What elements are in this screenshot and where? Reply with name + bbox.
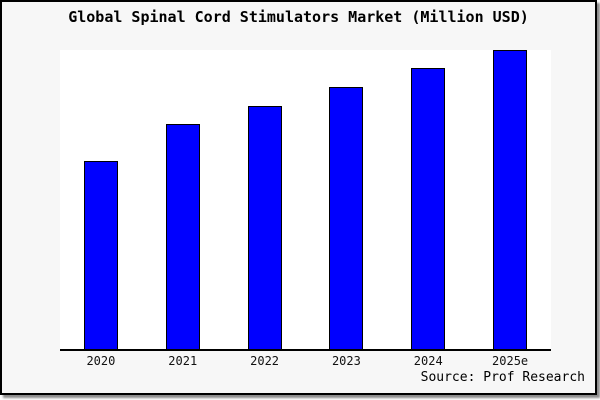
bar-2020 — [84, 161, 118, 349]
bar-2024 — [411, 68, 445, 349]
bar-2021 — [166, 124, 200, 349]
x-axis-labels: 2020 2021 2022 2023 2024 2025e — [60, 354, 551, 370]
plot-area — [60, 50, 551, 351]
bar-2022 — [248, 106, 282, 349]
bar-2025e — [493, 50, 527, 349]
chart-title: Global Spinal Cord Stimulators Market (M… — [68, 8, 529, 26]
x-tick-label-2023: 2023 — [331, 354, 361, 368]
x-tick-label-2024: 2024 — [413, 354, 443, 368]
x-tick-label-2025e: 2025e — [492, 354, 529, 368]
bar-2023 — [329, 87, 363, 349]
x-tick-label-2021: 2021 — [168, 354, 198, 368]
x-tick-label-2020: 2020 — [86, 354, 116, 368]
x-tick-label-2022: 2022 — [250, 354, 280, 368]
source-label: Source: Prof Research — [420, 370, 585, 385]
